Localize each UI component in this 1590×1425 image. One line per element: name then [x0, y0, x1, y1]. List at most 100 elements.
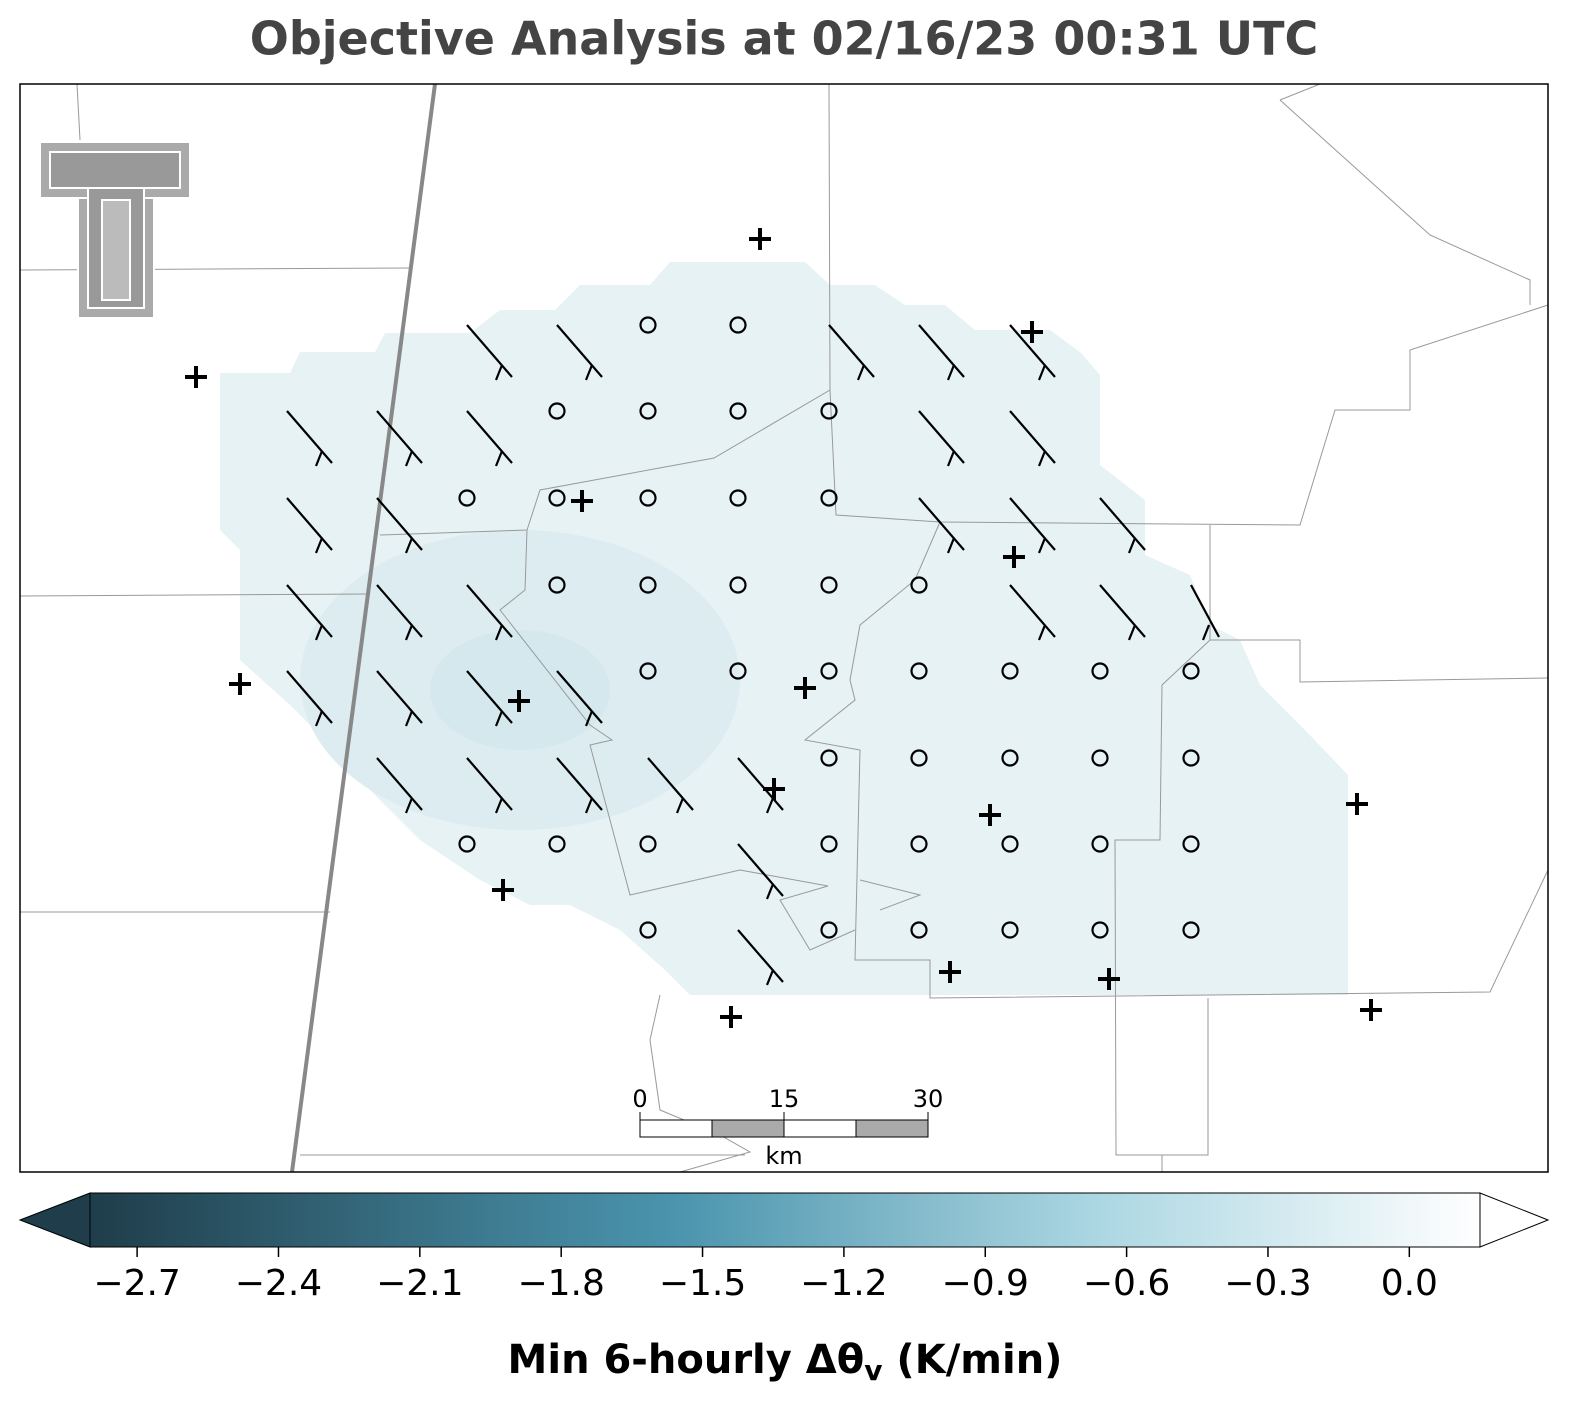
calm-station	[910, 835, 928, 853]
colorbar-tick-label: −1.5	[659, 1263, 746, 1304]
calm-station	[1182, 749, 1200, 767]
calm-station	[1001, 662, 1019, 680]
wind-barb	[376, 497, 423, 551]
calm-station	[729, 316, 747, 334]
wind-barb-flag	[404, 624, 414, 641]
station-plus	[492, 879, 514, 901]
colorbar-tick-label: −2.7	[93, 1263, 180, 1304]
wind-barb	[1009, 324, 1056, 378]
county-lines	[19, 83, 1549, 1173]
wind-barb-flag	[1127, 624, 1137, 641]
station-plus	[1003, 546, 1025, 568]
wind-barb	[647, 757, 694, 811]
colorbar-body	[89, 1192, 1481, 1248]
colorbar-tick-label: −0.3	[1224, 1263, 1311, 1304]
wind-barb-flag	[584, 797, 594, 814]
colorbar-label: Min 6-hourly Δθv (K/min)	[508, 1337, 1063, 1387]
wind-barb-flag	[856, 364, 866, 381]
calm-station	[729, 662, 747, 680]
wind-barb-flag	[314, 450, 324, 467]
wind-barb	[1009, 410, 1056, 464]
wind-barb	[1009, 584, 1056, 638]
wind-barb	[918, 410, 965, 464]
calm-station	[639, 489, 657, 507]
calm-station	[910, 749, 928, 767]
wind-barb	[828, 324, 875, 378]
wind-barb	[918, 497, 965, 551]
wind-barb	[466, 324, 513, 378]
station-plus	[979, 804, 1001, 826]
colorbar-tick-label: −1.2	[800, 1263, 887, 1304]
calm-station	[910, 662, 928, 680]
wind-barb	[1099, 497, 1146, 551]
calm-station	[1182, 662, 1200, 680]
wind-barb-flag	[584, 364, 594, 381]
wind-barb-flag	[314, 624, 324, 641]
wind-barb-flag	[494, 624, 504, 641]
calm-station	[639, 402, 657, 420]
calm-station	[1001, 921, 1019, 939]
wind-barb-flag	[946, 537, 956, 554]
scale-unit: km	[765, 1142, 802, 1170]
colorbar-tick-label: −0.9	[942, 1263, 1029, 1304]
wind-barb	[376, 757, 423, 811]
scale-tick-label: 0	[632, 1085, 647, 1113]
calm-station	[548, 835, 566, 853]
calm-station	[458, 835, 476, 853]
station-plus	[1021, 321, 1043, 343]
station-plus	[1360, 999, 1382, 1021]
calm-station	[1091, 749, 1109, 767]
wind-barb-flag	[314, 710, 324, 727]
station-plus	[720, 1006, 742, 1028]
wind-barb-flag	[404, 450, 414, 467]
title: Objective Analysis at 02/16/23 00:31 UTC	[250, 12, 1319, 66]
station-plus	[939, 961, 961, 983]
calm-station	[1091, 921, 1109, 939]
wind-barb	[918, 324, 965, 378]
wind-barb	[737, 843, 784, 897]
wind-barb-flag	[1037, 624, 1047, 641]
map: 0 15 30 km	[19, 83, 1549, 1173]
label-subscript: v	[864, 1354, 882, 1387]
wind-barb-flag	[1201, 624, 1211, 641]
station-plus	[1346, 793, 1368, 815]
calm-station	[1001, 835, 1019, 853]
wind-barb-flag	[404, 797, 414, 814]
calm-station	[820, 576, 838, 594]
calm-station	[820, 402, 838, 420]
scale-tick-label: 30	[913, 1085, 944, 1113]
wind-barb-flag	[1127, 537, 1137, 554]
calm-station	[548, 489, 566, 507]
wind-barb-flag	[765, 797, 775, 814]
calm-station	[820, 835, 838, 853]
observations	[185, 228, 1382, 1028]
wind-barb	[737, 757, 784, 811]
map-frame	[19, 83, 1549, 1173]
colorbar-extend-low	[18, 1192, 91, 1248]
station-plus	[749, 228, 771, 250]
calm-station	[548, 402, 566, 420]
wind-barb	[286, 670, 333, 724]
calm-station	[639, 316, 657, 334]
calm-station	[639, 576, 657, 594]
wind-barb-flag	[765, 883, 775, 900]
colorbar-extend-high	[1479, 1192, 1550, 1248]
calm-station	[639, 921, 657, 939]
scale-tick-label: 15	[769, 1085, 800, 1113]
calm-station	[910, 921, 928, 939]
wind-barb	[466, 757, 513, 811]
colorbar-tick-label: −2.1	[376, 1263, 463, 1304]
wind-barb-flag	[494, 364, 504, 381]
wind-barb	[1009, 497, 1056, 551]
wind-barb	[1190, 584, 1220, 638]
calm-station	[910, 576, 928, 594]
wind-barb	[286, 584, 333, 638]
scale-segment	[783, 1119, 857, 1138]
wind-barb-flag	[584, 710, 594, 727]
wind-barb	[376, 410, 423, 464]
wind-barb	[1099, 584, 1146, 638]
station-plus	[794, 677, 816, 699]
wind-barb	[376, 584, 423, 638]
calm-station	[820, 749, 838, 767]
